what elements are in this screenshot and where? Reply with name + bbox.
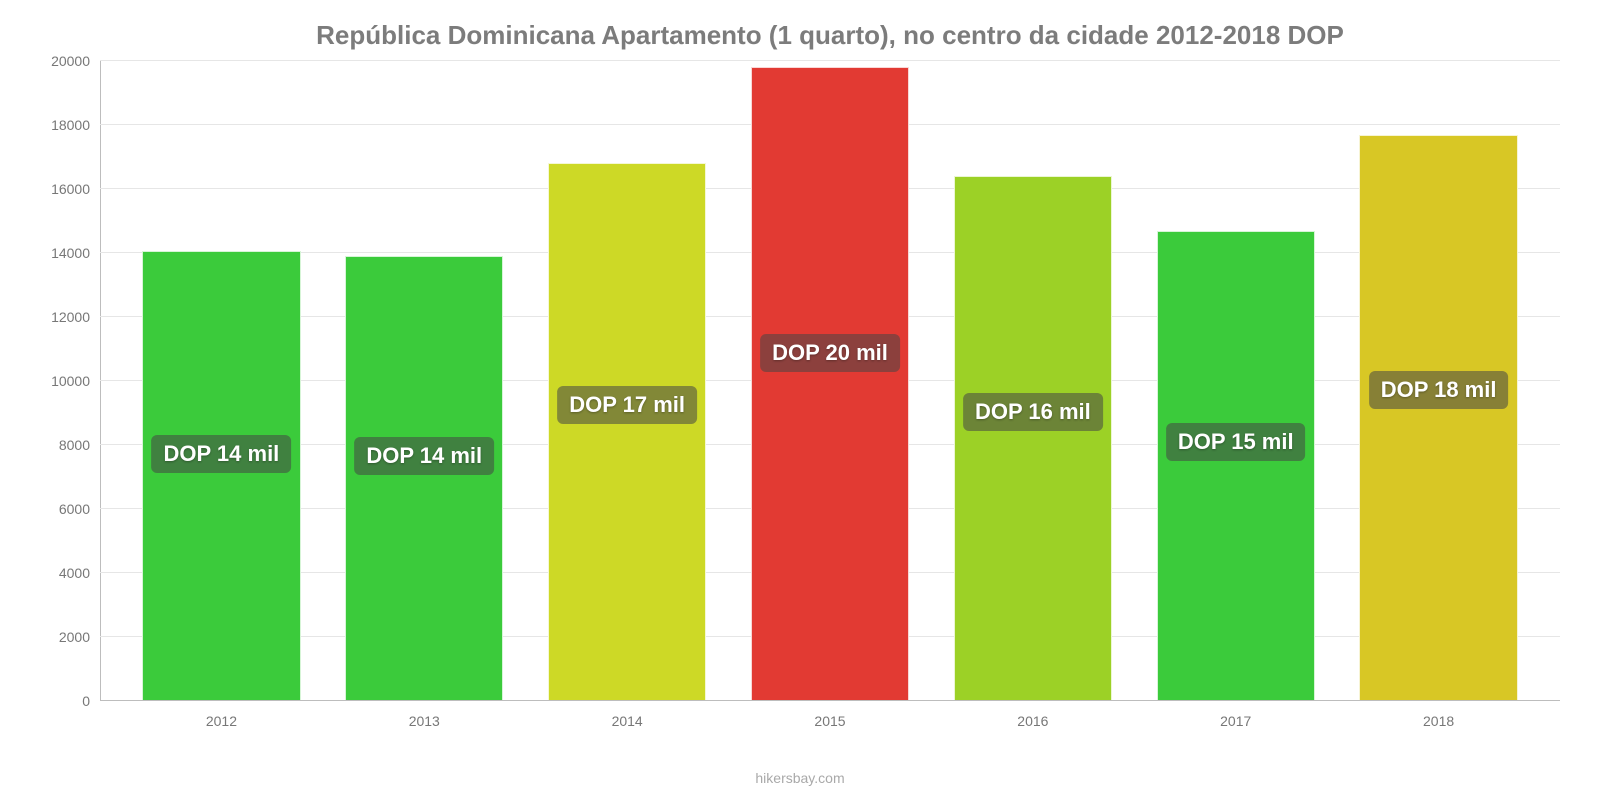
- x-tick-label: 2015: [729, 713, 932, 729]
- plot-area: 0200040006000800010000120001400016000180…: [100, 61, 1560, 701]
- bar: DOP 20 mil: [751, 67, 909, 701]
- y-tick-label: 0: [30, 693, 90, 709]
- y-tick-label: 6000: [30, 501, 90, 517]
- bar-slot: DOP 14 mil: [120, 61, 323, 701]
- bar: DOP 14 mil: [142, 251, 300, 701]
- bar: DOP 16 mil: [954, 176, 1112, 701]
- x-tick-label: 2016: [931, 713, 1134, 729]
- y-tick-label: 20000: [30, 53, 90, 69]
- y-tick-label: 12000: [30, 309, 90, 325]
- y-tick-label: 18000: [30, 117, 90, 133]
- x-tick-label: 2012: [120, 713, 323, 729]
- bar: DOP 14 mil: [345, 256, 503, 701]
- bar-slot: DOP 17 mil: [526, 61, 729, 701]
- chart-container: República Dominicana Apartamento (1 quar…: [0, 0, 1600, 800]
- x-axis-line: [100, 700, 1560, 701]
- bar-value-label: DOP 14 mil: [354, 437, 494, 475]
- y-tick-label: 10000: [30, 373, 90, 389]
- x-tick-label: 2017: [1134, 713, 1337, 729]
- y-tick-label: 2000: [30, 629, 90, 645]
- bar-value-label: DOP 20 mil: [760, 334, 900, 372]
- bar-slot: DOP 14 mil: [323, 61, 526, 701]
- bar-slot: DOP 15 mil: [1134, 61, 1337, 701]
- attribution: hikersbay.com: [0, 770, 1600, 786]
- bar-value-label: DOP 14 mil: [152, 435, 292, 473]
- bar: DOP 15 mil: [1157, 231, 1315, 701]
- chart-title: República Dominicana Apartamento (1 quar…: [100, 20, 1560, 51]
- y-tick-label: 16000: [30, 181, 90, 197]
- bar-value-label: DOP 15 mil: [1166, 423, 1306, 461]
- y-axis: 0200040006000800010000120001400016000180…: [30, 61, 90, 701]
- bar-slot: DOP 16 mil: [931, 61, 1134, 701]
- bar-value-label: DOP 16 mil: [963, 393, 1103, 431]
- y-tick-label: 8000: [30, 437, 90, 453]
- x-tick-label: 2018: [1337, 713, 1540, 729]
- bar: DOP 17 mil: [548, 163, 706, 701]
- bar-slot: DOP 18 mil: [1337, 61, 1540, 701]
- bar-value-label: DOP 17 mil: [557, 386, 697, 424]
- x-tick-label: 2014: [526, 713, 729, 729]
- y-tick-label: 4000: [30, 565, 90, 581]
- y-tick-label: 14000: [30, 245, 90, 261]
- bar: DOP 18 mil: [1359, 135, 1517, 701]
- bar-slot: DOP 20 mil: [729, 61, 932, 701]
- x-axis-labels: 2012201320142015201620172018: [100, 713, 1560, 729]
- bar-value-label: DOP 18 mil: [1369, 371, 1509, 409]
- bars-group: DOP 14 mil DOP 14 mil DOP 17 mil DOP 20 mil…: [100, 61, 1560, 701]
- x-tick-label: 2013: [323, 713, 526, 729]
